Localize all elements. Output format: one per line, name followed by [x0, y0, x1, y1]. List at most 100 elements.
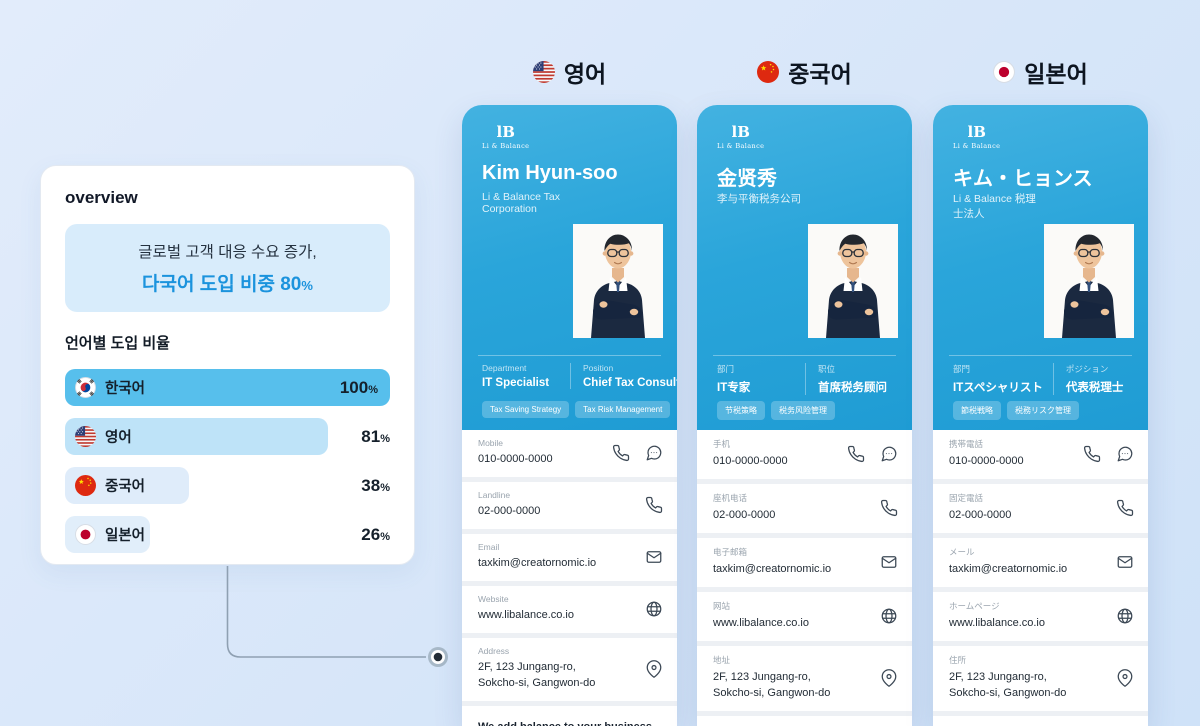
- contact-row-mobile: 手机 010-0000-0000: [697, 430, 912, 479]
- us-flag-icon: [533, 61, 555, 83]
- column-header-label: 중국어: [788, 61, 852, 87]
- profile-photo: [808, 224, 898, 338]
- card-footer: 我们为您的商业税务增添平衡。 李与平衡是一家专注于初创企业、自由职业者和个体企业…: [697, 715, 912, 726]
- card-body: Mobile 010-0000-0000 Landline 02-000-000…: [462, 430, 677, 726]
- position-label: Position: [583, 363, 614, 373]
- jp-flag-icon: [993, 61, 1015, 83]
- chat-icon[interactable]: [645, 444, 663, 462]
- profile-photo: [573, 224, 663, 338]
- company-name: Li & Balance Tax Corporation: [482, 191, 561, 215]
- mail-icon[interactable]: [645, 548, 663, 566]
- bar-label: 한국어: [105, 381, 146, 397]
- phone-icon[interactable]: [847, 445, 865, 463]
- mail-icon[interactable]: [1116, 553, 1134, 571]
- department-label: 部門: [953, 364, 971, 374]
- tag-chip: 税務リスク管理: [1007, 401, 1079, 420]
- tag-chip: 税务风险管理: [771, 401, 835, 420]
- tag-chip: Tax Saving Strategy: [482, 401, 570, 418]
- overview-card: overview 글로벌 고객 대응 수요 증가, 다국어 도입 비중 80% …: [40, 165, 415, 565]
- contact-row-email: メール taxkim@creatornomic.io: [933, 537, 1148, 587]
- divider: [949, 355, 1132, 356]
- bar-label: 중국어: [105, 479, 146, 495]
- pin-icon[interactable]: [1116, 669, 1134, 688]
- contact-row-email: 电子邮箱 taxkim@creatornomic.io: [697, 537, 912, 587]
- contact-row-landline: Landline 02-000-0000: [462, 481, 677, 529]
- column-header-label: 영어: [563, 61, 607, 87]
- tag-chip: 節税戦略: [953, 401, 1001, 420]
- globe-icon[interactable]: [1116, 607, 1134, 625]
- tag-chip: Tax Risk Management: [575, 401, 671, 418]
- contact-row-website: ホームページ www.libalance.co.io: [933, 591, 1148, 641]
- column-header-english: 영어: [462, 55, 677, 89]
- li-balance-logo: lB Li & Balance: [953, 123, 1001, 151]
- mail-icon[interactable]: [880, 553, 898, 571]
- person-name: キム・ヒョンス: [953, 168, 1093, 190]
- profile-photo: [1044, 224, 1134, 338]
- contact-row-landline: 固定電話 02-000-0000: [933, 483, 1148, 533]
- li-balance-logo: lB Li & Balance: [717, 123, 765, 151]
- li-balance-logo: lB Li & Balance: [482, 123, 530, 151]
- column-header-chinese: 중국어: [697, 55, 912, 89]
- card-body: 手机 010-0000-0000 座机电话 02-000-0000 电子邮箱 t…: [697, 430, 912, 726]
- department-label: Department: [482, 363, 527, 373]
- footer-title: We add balance to your business taxes.: [478, 720, 661, 726]
- person-name: 金贤秀: [717, 168, 777, 190]
- card-footer: 私たちはあなたのビジネス税にバランスを加えます。 Lee & Balanceは、…: [933, 715, 1148, 726]
- divider: [713, 355, 896, 356]
- phone-card-english: lB Li & Balance Kim Hyun-soo Li & Balanc…: [462, 105, 677, 726]
- bar-row-korean: 한국어 100%: [65, 369, 390, 406]
- phone-icon[interactable]: [1083, 445, 1101, 463]
- contact-row-email: Email taxkim@creatornomic.io: [462, 533, 677, 581]
- position-label: 职位: [818, 364, 836, 374]
- dept-position-row: Department IT Specialist Position Chief …: [482, 363, 677, 389]
- pin-icon[interactable]: [880, 669, 898, 688]
- bar-value: 81%: [361, 426, 390, 446]
- contact-row-mobile: 携帯電話 010-0000-0000: [933, 430, 1148, 479]
- divider: [478, 355, 661, 356]
- cn-flag-icon: [757, 61, 779, 83]
- bar-row-chinese: 중국어 38%: [65, 467, 390, 504]
- card-footer: We add balance to your business taxes. L…: [462, 705, 677, 726]
- tag-list: 节税策略 税务风险管理: [717, 401, 835, 420]
- globe-icon[interactable]: [880, 607, 898, 625]
- bar-value: 100%: [339, 377, 378, 397]
- position-value: Chief Tax Consultant: [583, 377, 677, 389]
- jp-flag-icon: [75, 524, 96, 545]
- department-label: 部门: [717, 364, 735, 374]
- contact-row-mobile: Mobile 010-0000-0000: [462, 430, 677, 477]
- company-name: Li & Balance 税理士法人: [953, 193, 1036, 220]
- highlight-line1: 글로벌 고객 대응 수요 증가,: [138, 244, 317, 261]
- dept-position-row: 部门 IT专家 职位 首席税务顾问: [717, 363, 902, 395]
- card-header: lB Li & Balance 金贤秀 李与平衡税务公司 部门 IT专家 职位 …: [697, 105, 912, 430]
- phone-card-chinese: lB Li & Balance 金贤秀 李与平衡税务公司 部门 IT专家 职位 …: [697, 105, 912, 726]
- phone-icon[interactable]: [645, 496, 663, 514]
- contact-row-address: 地址 2F, 123 Jungang-ro, Sokcho-si, Gangwo…: [697, 645, 912, 711]
- person-name: Kim Hyun-soo: [482, 162, 618, 184]
- phone-icon[interactable]: [1116, 499, 1134, 517]
- phone-card-japanese: lB Li & Balance キム・ヒョンス Li & Balance 税理士…: [933, 105, 1148, 726]
- contact-row-address: 住所 2F, 123 Jungang-ro, Sokcho-si, Gangwo…: [933, 645, 1148, 711]
- department-value: ITスペシャリスト: [953, 382, 1043, 394]
- bar-row-english: 영어 81%: [65, 418, 390, 455]
- chat-icon[interactable]: [880, 445, 898, 463]
- column-header-label: 일본어: [1024, 61, 1088, 87]
- column-header-japanese: 일본어: [933, 55, 1148, 89]
- phone-icon[interactable]: [880, 499, 898, 517]
- card-body: 携帯電話 010-0000-0000 固定電話 02-000-0000 メール …: [933, 430, 1148, 726]
- card-header: lB Li & Balance キム・ヒョンス Li & Balance 税理士…: [933, 105, 1148, 430]
- bar-label: 일본어: [105, 528, 146, 544]
- tag-list: Tax Saving Strategy Tax Risk Management: [482, 401, 671, 418]
- overview-highlight: 글로벌 고객 대응 수요 증가, 다국어 도입 비중 80%: [65, 224, 390, 312]
- kr-flag-icon: [75, 377, 96, 398]
- pin-icon[interactable]: [645, 660, 663, 679]
- us-flag-icon: [75, 426, 96, 447]
- bar-row-japanese: 일본어 26%: [65, 516, 390, 553]
- chat-icon[interactable]: [1116, 445, 1134, 463]
- position-value: 代表税理士: [1065, 382, 1124, 394]
- contact-row-address: Address 2F, 123 Jungang-ro, Sokcho-si, G…: [462, 637, 677, 701]
- globe-icon[interactable]: [645, 600, 663, 618]
- phone-icon[interactable]: [612, 444, 630, 462]
- bar-value: 38%: [361, 475, 390, 495]
- company-name: 李与平衡税务公司: [717, 193, 801, 205]
